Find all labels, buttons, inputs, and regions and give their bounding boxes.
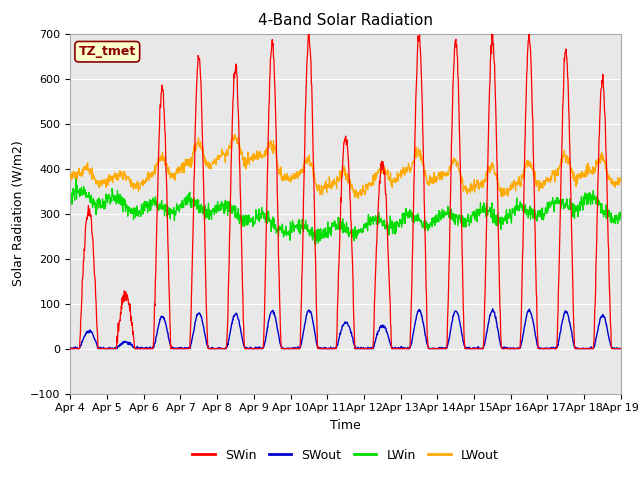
LWout [552,172,560,178]
SWout [552,346,560,351]
LWin [189,197,197,203]
LWout [251,156,259,162]
LWin [552,199,560,204]
SWin [250,346,258,351]
SWout [67,345,74,351]
SWin [67,346,74,351]
SWout [176,346,184,351]
LWout [432,174,440,180]
SWout [68,346,76,351]
SWout [251,346,259,351]
LWin [617,214,625,220]
X-axis label: Time: Time [330,419,361,432]
LWin [176,204,184,210]
Line: LWin: LWin [70,178,621,245]
SWin [488,29,496,35]
LWout [231,132,239,137]
SWout [431,346,439,351]
SWin [431,346,439,351]
SWout [189,331,197,336]
Line: LWout: LWout [70,134,621,198]
Text: TZ_tmet: TZ_tmet [79,45,136,58]
Line: SWin: SWin [70,32,621,348]
SWout [504,345,511,351]
SWin [175,346,183,351]
LWin [312,242,319,248]
SWout [489,306,497,312]
LWout [67,175,74,180]
LWout [355,195,362,201]
LWin [504,211,511,216]
Legend: SWin, SWout, LWin, LWout: SWin, SWout, LWin, LWout [188,444,504,467]
SWin [504,346,511,351]
LWin [251,221,259,227]
SWout [617,346,625,351]
SWin [617,346,625,351]
SWin [189,238,196,244]
LWout [504,190,511,196]
Y-axis label: Solar Radiation (W/m2): Solar Radiation (W/m2) [12,141,25,287]
Line: SWout: SWout [70,309,621,348]
SWin [552,346,559,351]
LWout [617,175,625,180]
LWin [72,175,80,180]
Title: 4-Band Solar Radiation: 4-Band Solar Radiation [258,13,433,28]
LWout [175,168,183,173]
LWin [432,218,440,224]
LWin [67,201,74,206]
LWout [189,149,196,155]
